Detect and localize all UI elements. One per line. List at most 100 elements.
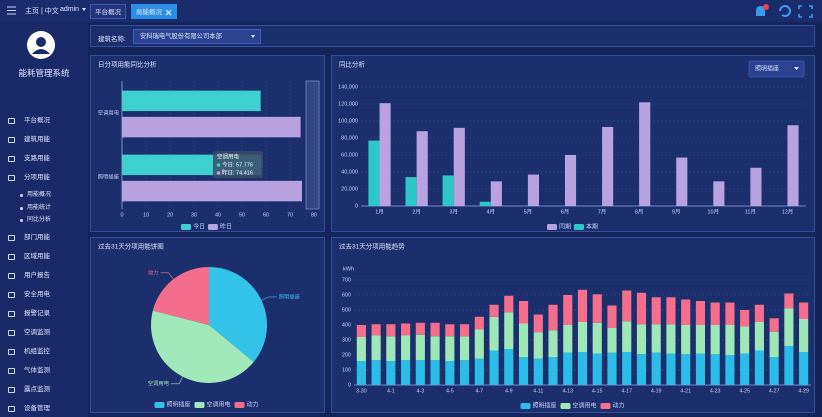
x-tick-label: 4-1 (387, 388, 395, 394)
legend-label: 照明插座 (167, 401, 191, 409)
bar (122, 180, 302, 202)
tool-icons (756, 4, 813, 18)
chart-title: 过去31天分项用能饼图 (98, 242, 164, 251)
bar-segment (681, 354, 691, 385)
bar-segment (489, 350, 499, 385)
select-box (748, 60, 805, 78)
x-tick-label: 4-11 (533, 388, 543, 394)
bar-segment (415, 322, 425, 335)
data-zoom[interactable] (305, 80, 320, 210)
y-tick-label: 400 (342, 322, 351, 328)
pie-slice (151, 310, 254, 383)
bar-segment (504, 312, 514, 349)
x-tick-label: 4-27 (769, 388, 780, 394)
bar-segment (636, 324, 647, 355)
slice-label: 动力 (148, 268, 159, 276)
x-tick-label: 20 (167, 212, 173, 218)
menu-label: 空调监测 (24, 328, 50, 336)
bar-segment (548, 304, 558, 331)
fullscreen-icon[interactable] (798, 5, 813, 18)
x-tick-label: 4-9 (505, 388, 513, 394)
bar-segment (577, 289, 588, 322)
bar-segment (769, 331, 779, 358)
y-tick-label: 600 (342, 292, 351, 298)
x-tick-label: 4月 (487, 208, 496, 215)
menu-label: 用户报告 (24, 271, 50, 279)
bar-segment (799, 302, 809, 319)
x-tick-label: 4-13 (562, 388, 573, 394)
menu-label: 机组监控 (24, 347, 50, 355)
bar-segment (356, 325, 366, 337)
menu-label: 报警记录 (24, 309, 50, 317)
submenu-dot (20, 206, 23, 210)
series-select[interactable]: 照明插座 (748, 60, 805, 78)
x-tick-label: 4-7 (475, 388, 483, 394)
bar-segment (710, 302, 720, 325)
bar-segment (577, 352, 588, 385)
refresh-icon[interactable] (779, 5, 791, 17)
x-tick-label: 3月 (449, 208, 458, 215)
bar-segment (386, 324, 396, 337)
bar-segment (356, 337, 366, 361)
y-tick-label: 0 (348, 382, 351, 388)
bar-segment (386, 361, 396, 385)
bar (122, 90, 261, 112)
y-tick-label: 120,000 (338, 101, 358, 107)
bar-segment (651, 297, 661, 325)
tooltip-line: 今日: 57.776 (222, 160, 253, 168)
bar (405, 177, 417, 206)
bar-segment (799, 319, 809, 352)
user-name[interactable]: admin (60, 6, 87, 13)
tab[interactable]: 局能概况 (131, 4, 177, 19)
bar-segment (710, 354, 720, 385)
bar-segment (401, 360, 411, 385)
bar-segment (695, 301, 706, 325)
menu-label: 安全用电 (24, 290, 50, 298)
user-text: admin (60, 6, 80, 13)
bar-segment (651, 352, 661, 385)
menu-label: 支路用能 (24, 155, 50, 162)
menu-icon (8, 329, 15, 336)
bar-segment (459, 360, 470, 385)
label-line (171, 376, 183, 385)
x-tick-label: 7月 (598, 208, 607, 215)
user-links[interactable]: 主页 | 中文 (25, 8, 59, 15)
bell-icon[interactable] (756, 6, 765, 16)
bar (479, 201, 491, 206)
tooltip-dot (216, 163, 221, 167)
legend-swatch (154, 402, 165, 408)
bar-segment (592, 322, 602, 354)
menu-toggle[interactable] (6, 5, 17, 16)
bar-segment (371, 335, 381, 361)
tab-label: 局能概况 (136, 9, 162, 16)
chart-panel: 同比分析 0 20,000 40,000 60,000 80,000 100,000 120,… (331, 55, 815, 232)
menu-icon (8, 348, 15, 355)
bar-segment (563, 352, 573, 385)
bar-segment (740, 353, 750, 385)
legend-swatch (547, 224, 557, 230)
bar (453, 127, 465, 206)
tab-close[interactable] (165, 9, 172, 16)
y-tick-label: 20,000 (341, 186, 358, 192)
legend-swatch (194, 402, 205, 408)
menu-icon (8, 118, 15, 124)
building-select[interactable]: 安科瑞电气股份有限公司本部 (133, 29, 261, 44)
bar-segment (666, 353, 676, 385)
bar (527, 174, 539, 206)
bar-segment (636, 292, 647, 325)
y-tick-label: 140,000 (338, 84, 358, 90)
slice-label: 空调用电 (148, 379, 170, 387)
chart-title: 过去31天分项用能趋势 (339, 242, 405, 251)
bar-segment (784, 293, 794, 309)
bar-segment (651, 324, 661, 353)
legend-label: 空调用电 (573, 402, 597, 410)
y-tick-label: 0 (355, 203, 358, 209)
tab[interactable]: 平台概况 (90, 4, 126, 19)
bar-segment (725, 355, 735, 385)
y-tick-label: 100 (342, 367, 351, 373)
bar-segment (666, 324, 676, 354)
bar-segment (710, 325, 720, 355)
bar-segment (415, 334, 425, 361)
